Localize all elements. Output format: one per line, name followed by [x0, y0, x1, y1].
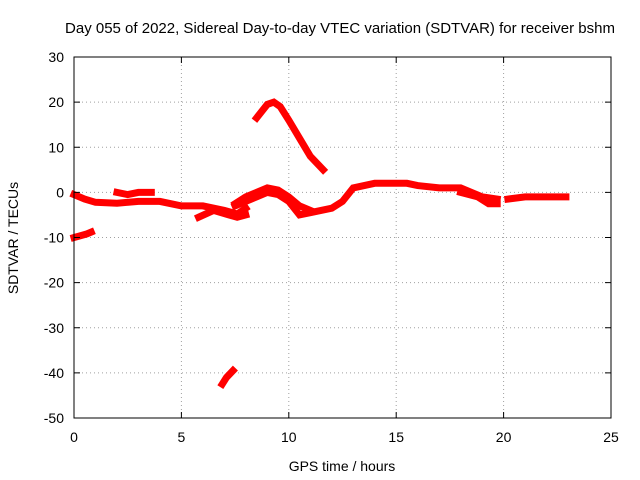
- y-tick-label: -30: [44, 320, 64, 336]
- series-line-segment-4: [193, 206, 251, 222]
- series-line-segment-8: [217, 365, 238, 390]
- y-tick-label: 0: [56, 184, 64, 200]
- y-tick-label: -50: [44, 410, 64, 426]
- y-tick-label: -20: [44, 275, 64, 291]
- y-tick-label: 10: [48, 139, 64, 155]
- grid-lines: [74, 57, 611, 418]
- y-axis-label: SDTVAR / TECUs: [5, 182, 21, 294]
- y-tick-label: 30: [48, 49, 64, 65]
- data-series: [69, 98, 570, 390]
- series-line-segment-5: [230, 179, 502, 219]
- x-tick-labels: 0 5 10 15 20 25: [70, 429, 619, 445]
- series-line-segment-3: [112, 188, 155, 199]
- series-line-segment-9: [456, 188, 501, 208]
- series-line-segment-1: [69, 227, 96, 242]
- x-tick-label: 5: [178, 429, 186, 445]
- x-tick-label: 10: [281, 429, 297, 445]
- y-tick-label: 20: [48, 94, 64, 110]
- x-tick-label: 20: [496, 429, 512, 445]
- series-line-segment-7: [251, 98, 329, 175]
- series-line-segment-10: [503, 193, 570, 204]
- chart-title: Day 055 of 2022, Sidereal Day-to-day VTE…: [65, 20, 615, 37]
- series-line-segment-6: [230, 184, 315, 215]
- y-tick-labels: -50 -40 -30 -20 -10 0 10 20 30: [44, 49, 64, 426]
- x-tick-label: 0: [70, 429, 78, 445]
- y-tick-label: -40: [44, 365, 64, 381]
- x-tick-label: 15: [388, 429, 404, 445]
- x-axis-label: GPS time / hours: [289, 458, 396, 474]
- y-tick-label: -10: [44, 230, 64, 246]
- axis-ticks: [73, 56, 612, 419]
- x-tick-label: 25: [603, 429, 619, 445]
